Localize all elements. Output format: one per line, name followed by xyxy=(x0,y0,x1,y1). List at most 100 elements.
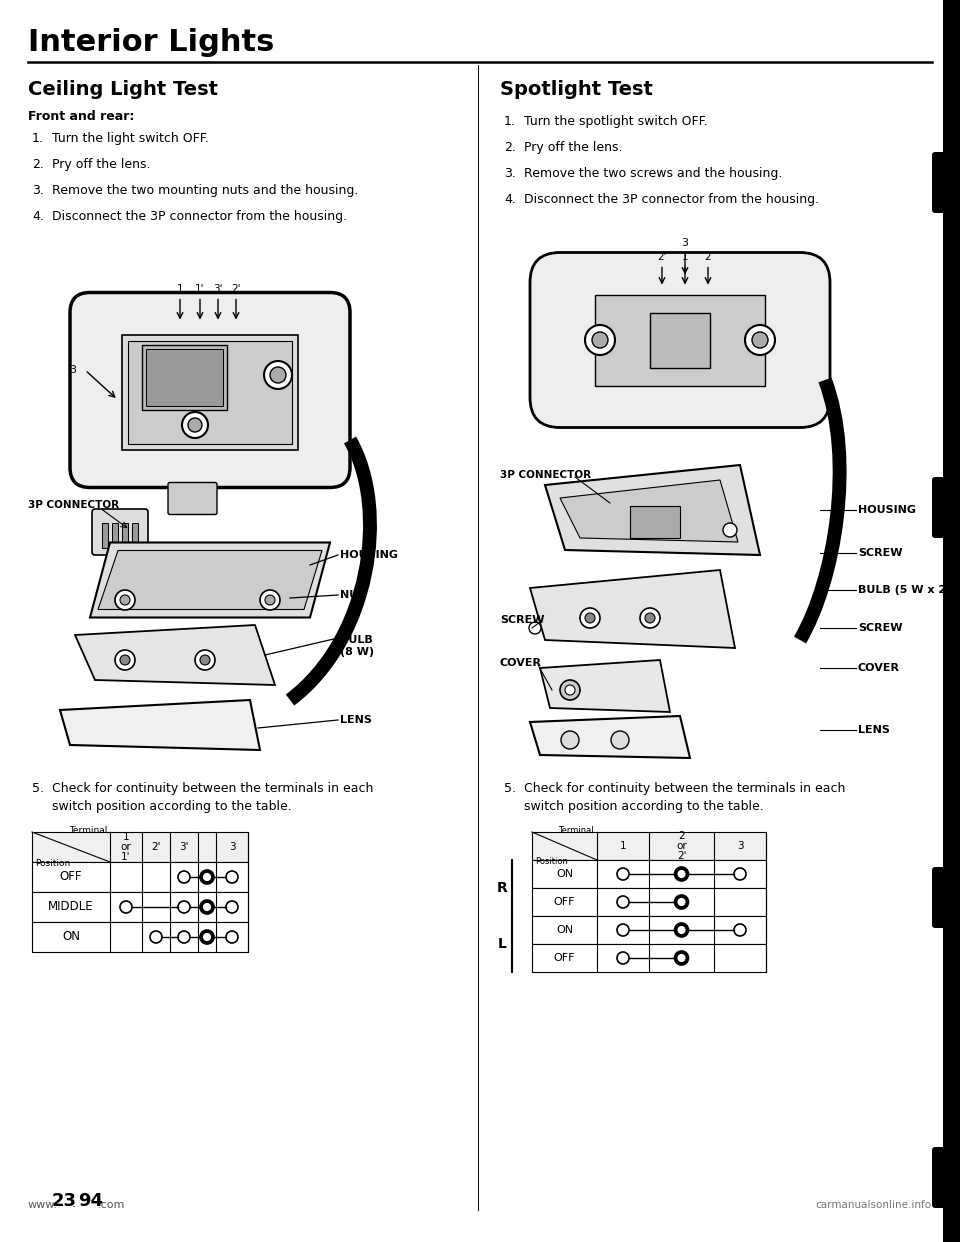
Bar xyxy=(943,0,960,1242)
FancyBboxPatch shape xyxy=(70,293,350,488)
Text: 4.: 4. xyxy=(32,210,44,224)
Text: ON: ON xyxy=(556,869,573,879)
Circle shape xyxy=(675,923,688,936)
Bar xyxy=(532,944,766,972)
Polygon shape xyxy=(90,543,330,617)
Text: Check for continuity between the terminals in each
switch position according to : Check for continuity between the termina… xyxy=(524,782,846,814)
Text: Position: Position xyxy=(535,857,568,866)
Circle shape xyxy=(678,871,685,878)
Circle shape xyxy=(580,609,600,628)
Text: Remove the two screws and the housing.: Remove the two screws and the housing. xyxy=(524,166,782,180)
Bar xyxy=(132,523,138,548)
Text: BULB (5 W x 2): BULB (5 W x 2) xyxy=(858,585,951,595)
Text: 1.: 1. xyxy=(504,116,516,128)
Circle shape xyxy=(200,655,210,664)
Bar xyxy=(32,862,248,892)
Circle shape xyxy=(204,873,210,881)
Circle shape xyxy=(204,903,210,910)
Text: OFF: OFF xyxy=(554,953,575,963)
Bar xyxy=(630,505,680,538)
Text: 94: 94 xyxy=(78,1192,103,1210)
FancyBboxPatch shape xyxy=(530,252,830,427)
Polygon shape xyxy=(530,715,690,758)
Text: 3: 3 xyxy=(682,237,688,247)
Circle shape xyxy=(617,895,629,908)
Circle shape xyxy=(182,412,208,438)
Circle shape xyxy=(723,523,737,537)
Bar xyxy=(112,523,118,548)
Text: SCREW: SCREW xyxy=(858,548,902,558)
Circle shape xyxy=(264,361,292,389)
Circle shape xyxy=(265,595,275,605)
Circle shape xyxy=(200,930,214,944)
Circle shape xyxy=(529,622,541,633)
Circle shape xyxy=(120,655,130,664)
Circle shape xyxy=(752,332,768,348)
Text: 3: 3 xyxy=(228,842,235,852)
Text: Pry off the lens.: Pry off the lens. xyxy=(52,158,151,171)
Circle shape xyxy=(734,924,746,936)
Text: www.: www. xyxy=(28,1200,58,1210)
Text: NUT: NUT xyxy=(340,590,366,600)
Circle shape xyxy=(115,590,135,610)
FancyBboxPatch shape xyxy=(932,152,960,212)
FancyBboxPatch shape xyxy=(168,482,217,514)
Text: 2': 2' xyxy=(658,252,667,262)
Text: Turn the light switch OFF.: Turn the light switch OFF. xyxy=(52,132,209,145)
Bar xyxy=(532,888,766,917)
Polygon shape xyxy=(540,660,670,712)
Bar xyxy=(122,523,128,548)
Text: 2: 2 xyxy=(705,252,711,262)
Bar xyxy=(146,349,223,406)
Text: 3.: 3. xyxy=(32,184,44,197)
Text: HOUSING: HOUSING xyxy=(340,550,398,560)
Text: BULB
(8 W): BULB (8 W) xyxy=(340,635,374,657)
Text: 1: 1 xyxy=(620,841,626,851)
Bar xyxy=(532,832,766,859)
Text: carmanualsonline.info: carmanualsonline.info xyxy=(816,1200,932,1210)
Text: 5.: 5. xyxy=(32,782,44,795)
Text: Disconnect the 3P connector from the housing.: Disconnect the 3P connector from the hou… xyxy=(52,210,348,224)
Circle shape xyxy=(200,869,214,884)
Text: 1': 1' xyxy=(195,284,204,294)
Circle shape xyxy=(226,900,238,913)
Text: Front and rear:: Front and rear: xyxy=(28,111,134,123)
Text: Interior Lights: Interior Lights xyxy=(28,29,275,57)
Bar xyxy=(32,922,248,953)
Circle shape xyxy=(188,419,202,432)
Text: SCREW: SCREW xyxy=(500,615,544,625)
FancyBboxPatch shape xyxy=(932,867,960,928)
Circle shape xyxy=(178,900,190,913)
Text: 3.: 3. xyxy=(504,166,516,180)
FancyBboxPatch shape xyxy=(932,477,960,538)
Circle shape xyxy=(120,900,132,913)
Circle shape xyxy=(200,900,214,914)
Text: Terminal: Terminal xyxy=(559,826,594,835)
Circle shape xyxy=(226,932,238,943)
Text: MIDDLE: MIDDLE xyxy=(48,900,94,914)
Text: COVER: COVER xyxy=(858,663,900,673)
Circle shape xyxy=(115,650,135,669)
Text: Position: Position xyxy=(35,859,70,868)
Bar xyxy=(142,345,227,410)
Text: .com: .com xyxy=(98,1200,126,1210)
Polygon shape xyxy=(560,479,738,542)
Circle shape xyxy=(675,867,688,881)
Text: LENS: LENS xyxy=(858,725,890,735)
Text: Remove the two mounting nuts and the housing.: Remove the two mounting nuts and the hou… xyxy=(52,184,358,197)
Circle shape xyxy=(678,927,685,934)
Text: Ceiling Light Test: Ceiling Light Test xyxy=(28,79,218,99)
Text: 2.: 2. xyxy=(32,158,44,171)
Text: LENS: LENS xyxy=(340,715,372,725)
Text: 1.: 1. xyxy=(32,132,44,145)
Polygon shape xyxy=(98,550,322,610)
FancyBboxPatch shape xyxy=(932,1148,960,1208)
Text: 4.: 4. xyxy=(504,193,516,206)
Text: Spotlight Test: Spotlight Test xyxy=(500,79,653,99)
Circle shape xyxy=(640,609,660,628)
Bar xyxy=(532,917,766,944)
Text: 1
or
1': 1 or 1' xyxy=(121,832,132,862)
Bar xyxy=(595,294,765,385)
Circle shape xyxy=(195,650,215,669)
Circle shape xyxy=(226,871,238,883)
